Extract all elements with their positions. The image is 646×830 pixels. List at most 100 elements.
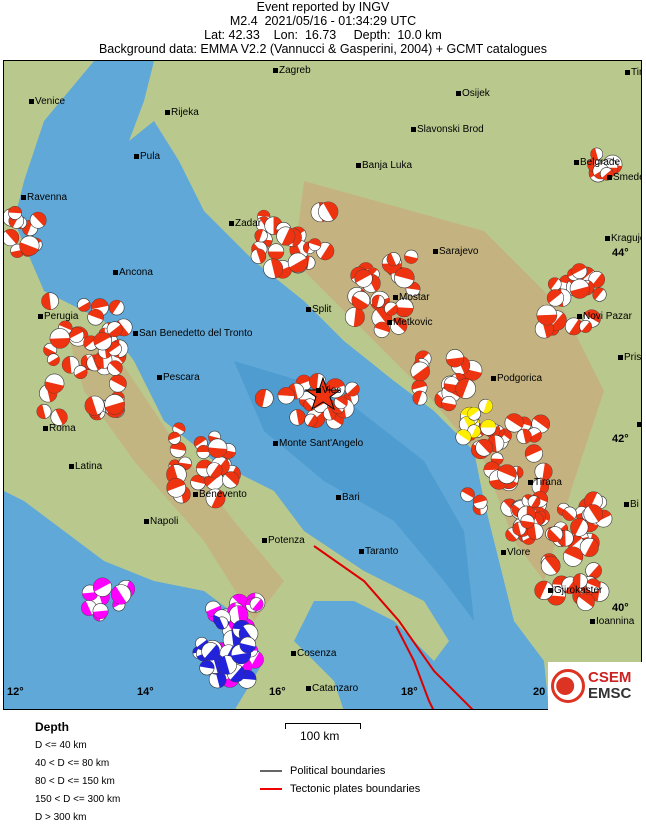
focal-mechanism-beachball	[77, 298, 91, 312]
legend-label: Political boundaries	[290, 765, 386, 777]
focal-mechanism-beachball	[527, 523, 544, 540]
lon-tick: 20	[533, 686, 546, 698]
focal-mechanism-beachball	[254, 229, 268, 243]
focal-mechanism-beachball	[239, 636, 257, 654]
focal-mechanism-beachball	[472, 494, 488, 510]
header-magnitude-time: M2.4 2021/05/16 - 01:34:29 UTC	[229, 14, 417, 28]
city-label: Catanzaro	[306, 684, 358, 694]
focal-mechanism-beachball	[254, 389, 274, 408]
city-name: Taranto	[365, 546, 399, 557]
city-dot-icon	[411, 126, 416, 132]
map-canvas	[4, 61, 641, 709]
city-dot-icon	[157, 374, 162, 380]
focal-mechanism-beachball	[504, 413, 524, 433]
city-dot-icon	[574, 159, 579, 165]
city-name: Catanzaro	[312, 683, 359, 694]
city-dot-icon	[548, 587, 553, 593]
city-label: Tim	[625, 68, 641, 78]
focal-mechanism-beachball	[497, 464, 517, 484]
sea-adriatic-deep	[234, 361, 474, 621]
city-dot-icon	[193, 491, 198, 497]
focal-mechanism-beachball	[583, 504, 603, 524]
focal-mechanism-beachball	[29, 211, 47, 229]
focal-mechanism-beachball	[547, 526, 564, 543]
legend-political: Political boundaries	[260, 765, 385, 777]
city-dot-icon	[262, 537, 267, 543]
focal-mechanism-beachball	[585, 562, 602, 579]
city-name: Potenza	[268, 535, 305, 546]
focal-mechanism-beachball	[480, 419, 497, 436]
focal-mechanism-beachball	[92, 603, 109, 620]
focal-mechanism-beachball	[478, 398, 493, 414]
focal-mechanism-beachball	[304, 413, 318, 427]
focal-mechanism-beachball	[50, 408, 68, 426]
city-dot-icon	[316, 387, 321, 393]
city-dot-icon	[625, 69, 630, 75]
focal-mechanism-beachball	[47, 353, 60, 367]
scale-label: 100 km	[300, 729, 340, 743]
focal-mechanism-beachball	[371, 294, 385, 308]
logo-text: EMSC	[588, 685, 632, 702]
city-label: San Benedetto del Tronto	[133, 329, 252, 339]
focal-mechanism-beachball	[455, 429, 472, 446]
city-label: Vies	[316, 386, 341, 396]
city-dot-icon	[359, 548, 364, 554]
city-dot-icon	[306, 306, 311, 312]
line-swatch	[260, 788, 282, 790]
focal-mechanism-beachball	[168, 431, 181, 445]
city-name: Prist	[624, 352, 642, 363]
city-label: Pula	[134, 152, 160, 162]
focal-mechanism-beachball	[384, 301, 399, 316]
lon-tick: 18°	[401, 686, 418, 698]
city-name: Metkovic	[393, 317, 433, 328]
city-dot-icon	[144, 518, 149, 524]
focal-mechanism-beachball	[467, 406, 481, 421]
focal-mechanism-beachball	[333, 395, 348, 410]
focal-mechanism-beachball	[267, 243, 285, 260]
focal-mechanism-beachball	[590, 147, 604, 161]
focal-mechanism-beachball	[190, 474, 206, 491]
focal-mechanism-beachball	[106, 321, 123, 338]
city-dot-icon	[273, 67, 278, 73]
logo-text: CSEM	[588, 669, 632, 686]
city-label: Split	[306, 305, 331, 315]
tectonic-boundary	[395, 625, 435, 709]
city-name: Mostar	[399, 292, 430, 303]
focal-mechanism-beachball	[579, 320, 592, 333]
city-name: Rijeka	[171, 107, 199, 118]
focal-mechanism-beachball	[412, 390, 428, 406]
focal-mechanism-beachball	[534, 462, 553, 481]
focal-mechanism-beachball	[4, 228, 20, 247]
city-label: Osijek	[456, 89, 490, 99]
city-dot-icon	[356, 162, 361, 168]
focal-mechanism-beachball	[351, 291, 371, 310]
focal-mechanism-beachball	[354, 269, 373, 288]
city-dot-icon	[291, 650, 296, 656]
focal-mechanism-beachball	[36, 404, 52, 419]
city-name: Slavonski Brod	[417, 124, 484, 135]
city-name: Gjirokaster	[554, 585, 603, 596]
focal-mechanism-beachball	[344, 307, 365, 327]
city-name: Split	[312, 304, 332, 315]
city-name: Osijek	[462, 88, 490, 99]
focal-mechanism-beachball	[592, 287, 607, 302]
city-dot-icon	[69, 463, 74, 469]
focal-mechanism-beachball	[92, 577, 113, 597]
city-dot-icon	[29, 98, 34, 104]
focal-mechanism-beachball	[111, 584, 132, 605]
city-label: Perugia	[38, 312, 78, 322]
city-name: Napoli	[150, 516, 179, 527]
focal-mechanism-beachball	[207, 438, 228, 458]
city-dot-icon	[491, 375, 496, 381]
city-name: Ancona	[119, 267, 153, 278]
city-label: S	[637, 420, 641, 430]
city-dot-icon	[336, 494, 341, 500]
legend-item: D <= 40 km	[35, 740, 87, 751]
city-label: Metkovic	[387, 318, 432, 328]
city-dot-icon	[165, 109, 170, 115]
focal-mechanism-beachball	[563, 546, 584, 567]
city-name: Banja Luka	[362, 160, 413, 171]
focal-mechanism-beachball	[564, 317, 583, 336]
city-label: Gjirokaster	[548, 586, 602, 596]
focal-mechanism-beachball	[41, 292, 59, 310]
